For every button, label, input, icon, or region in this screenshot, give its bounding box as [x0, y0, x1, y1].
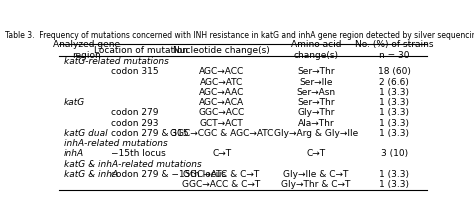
Text: Ser→Thr: Ser→Thr	[297, 68, 335, 76]
Text: AGC→ACC: AGC→ACC	[199, 68, 244, 76]
Text: Amino acid
change(s): Amino acid change(s)	[291, 40, 341, 60]
Text: Gly→Thr: Gly→Thr	[298, 108, 335, 117]
Text: inhA-related mutations: inhA-related mutations	[64, 139, 168, 148]
Text: Ala→Thr: Ala→Thr	[298, 119, 335, 128]
Text: No. (%) of strains
n = 30: No. (%) of strains n = 30	[355, 40, 433, 60]
Text: Gly→Ile & C→T: Gly→Ile & C→T	[283, 170, 349, 179]
Text: Gly→Thr & C→T: Gly→Thr & C→T	[282, 180, 351, 189]
Text: katG: katG	[64, 98, 85, 107]
Text: 1 (3.3): 1 (3.3)	[379, 98, 409, 107]
Text: 1 (3.3): 1 (3.3)	[379, 180, 409, 189]
Text: GGC→CGC & AGC→ATC: GGC→CGC & AGC→ATC	[170, 129, 273, 138]
Text: −15th locus: −15th locus	[111, 149, 166, 158]
Text: AGC→AAC: AGC→AAC	[199, 88, 244, 97]
Text: katG-related mutations: katG-related mutations	[64, 57, 169, 66]
Text: codon 279 & 315: codon 279 & 315	[111, 129, 189, 138]
Text: inhA: inhA	[64, 149, 84, 158]
Text: 1 (3.3): 1 (3.3)	[379, 88, 409, 97]
Text: Ser→Ile: Ser→Ile	[300, 78, 333, 87]
Text: GCT→ACT: GCT→ACT	[200, 119, 244, 128]
Text: GGC→ACC: GGC→ACC	[199, 108, 245, 117]
Text: AGC→ATC: AGC→ATC	[200, 78, 243, 87]
Text: Location of mutation: Location of mutation	[94, 46, 189, 55]
Text: GGC→ACC & C→T: GGC→ACC & C→T	[182, 180, 261, 189]
Text: codon 293: codon 293	[111, 119, 159, 128]
Text: katG dual: katG dual	[64, 129, 108, 138]
Text: Table 3.  Frequency of mutations concerned with INH resistance in katG and inhA : Table 3. Frequency of mutations concerne…	[5, 31, 474, 40]
Text: codon 315: codon 315	[111, 68, 159, 76]
Text: AGC→ACA: AGC→ACA	[199, 98, 244, 107]
Text: C→T: C→T	[307, 149, 326, 158]
Text: C→T: C→T	[212, 149, 231, 158]
Text: Ser→Asn: Ser→Asn	[297, 88, 336, 97]
Text: katG & inhA-related mutations: katG & inhA-related mutations	[64, 160, 202, 169]
Text: Ser→Thr: Ser→Thr	[297, 98, 335, 107]
Text: 1 (3.3): 1 (3.3)	[379, 129, 409, 138]
Text: codon 279: codon 279	[111, 108, 159, 117]
Text: 3 (10): 3 (10)	[381, 149, 408, 158]
Text: Analyzed gene
region: Analyzed gene region	[53, 40, 120, 60]
Text: Gly→Arg & Gly→Ile: Gly→Arg & Gly→Ile	[274, 129, 358, 138]
Text: Nucleotide change(s): Nucleotide change(s)	[173, 46, 270, 55]
Text: 1 (3.3): 1 (3.3)	[379, 108, 409, 117]
Text: 2 (6.6): 2 (6.6)	[379, 78, 409, 87]
Text: codon 279 & −15th locus: codon 279 & −15th locus	[111, 170, 227, 179]
Text: katG & inhA: katG & inhA	[64, 170, 118, 179]
Text: GGC→ATC & C→T: GGC→ATC & C→T	[183, 170, 260, 179]
Text: 1 (3.3): 1 (3.3)	[379, 170, 409, 179]
Text: 1 (3.3): 1 (3.3)	[379, 119, 409, 128]
Text: 18 (60): 18 (60)	[378, 68, 410, 76]
